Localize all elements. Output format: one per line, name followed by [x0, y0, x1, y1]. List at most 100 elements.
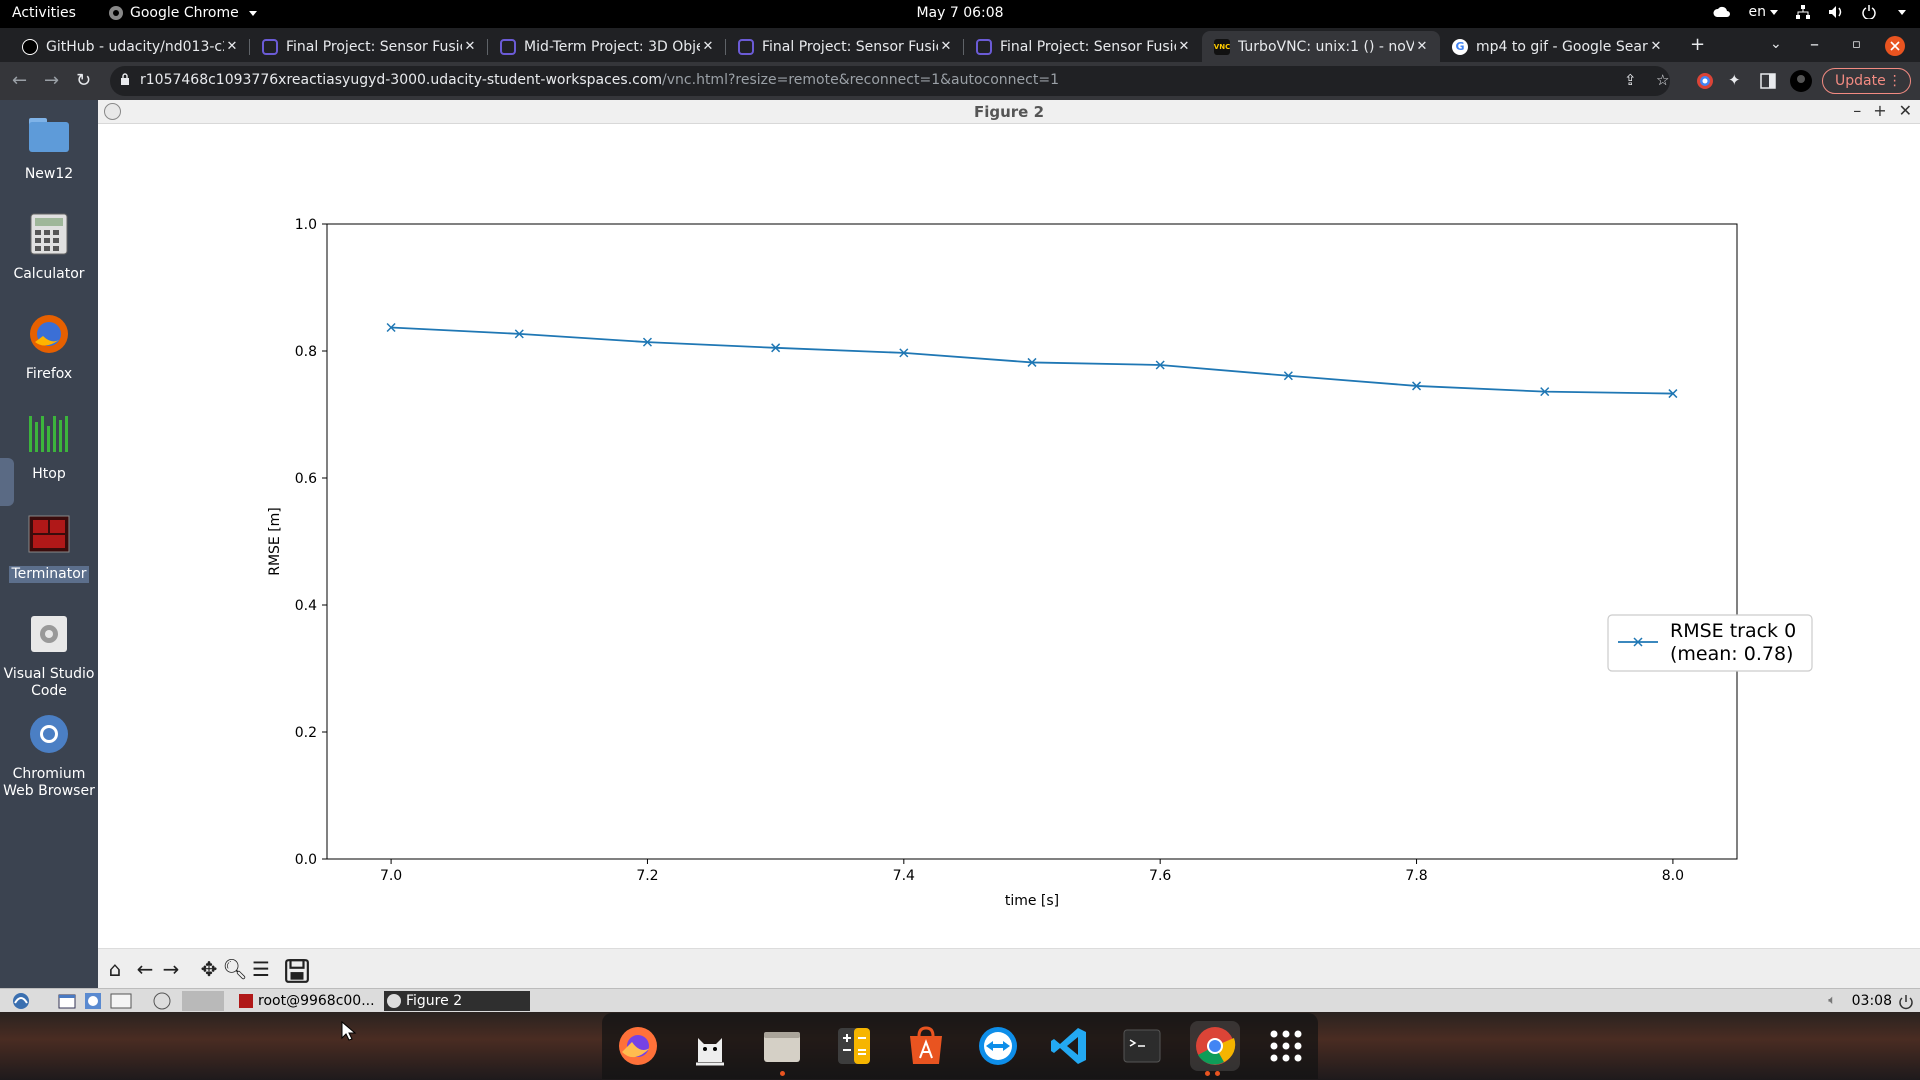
extensions-puzzle-icon[interactable]: ✦: [1728, 71, 1741, 89]
task-terminal[interactable]: root@9968c00...: [236, 991, 376, 1011]
cat-app-icon[interactable]: [688, 1024, 732, 1068]
desktop-icon-chromium[interactable]: Chromium Web Browser: [0, 712, 98, 800]
forward-arrow-icon[interactable]: →: [162, 957, 180, 981]
update-button[interactable]: Update ⋮: [1822, 68, 1911, 94]
maximize-icon[interactable]: +: [1873, 101, 1887, 120]
volume-icon[interactable]: [1828, 5, 1844, 19]
desktop-icon-htop[interactable]: Htop: [0, 412, 98, 483]
data-point-marker: [771, 343, 781, 353]
activities-button[interactable]: Activities: [12, 5, 76, 21]
volume-icon[interactable]: 🔈︎: [1828, 993, 1836, 1008]
calculator-icon[interactable]: [832, 1024, 876, 1068]
app-grid-icon[interactable]: [1264, 1024, 1308, 1068]
files-icon[interactable]: [760, 1024, 804, 1068]
y-tick-label: 0.0: [295, 852, 317, 868]
tab-google-search[interactable]: G mp4 to gif - Google Search ✕: [1440, 31, 1674, 62]
terminal-icon[interactable]: [1120, 1024, 1164, 1068]
desktop-icon-label: Terminator: [9, 566, 89, 583]
y-tick-label: 0.4: [295, 598, 317, 614]
share-icon[interactable]: ⇪: [1624, 71, 1637, 89]
desktop-icon-calculator[interactable]: Calculator: [0, 212, 98, 283]
y-axis-label: RMSE [m]: [267, 507, 283, 576]
back-arrow-icon[interactable]: ←: [136, 957, 154, 981]
reload-icon[interactable]: ↻: [76, 70, 92, 91]
language-indicator[interactable]: en: [1749, 4, 1778, 20]
app-menu[interactable]: Google Chrome: [108, 5, 257, 21]
extension-colorful-icon[interactable]: [1696, 72, 1714, 90]
close-icon[interactable]: ✕: [1416, 39, 1428, 54]
desktop-icon-firefox[interactable]: Firefox: [0, 312, 98, 383]
tab-turbovnc[interactable]: VNC TurboVNC: unix:1 () - noVNC ✕: [1202, 31, 1440, 62]
x-tick-label: 8.0: [1662, 868, 1684, 884]
start-menu-icon[interactable]: [10, 991, 32, 1011]
pager-desktop[interactable]: [182, 991, 224, 1011]
tab-final-project-2[interactable]: Final Project: Sensor Fusion ✕: [726, 31, 964, 62]
chevron-down-icon[interactable]: [1898, 9, 1906, 15]
configure-subplots-icon[interactable]: ☰: [252, 957, 270, 981]
matplotlib-launcher-icon[interactable]: [152, 991, 172, 1011]
close-icon[interactable]: ✕: [1178, 39, 1190, 54]
data-point-marker: [899, 348, 909, 358]
tab-mid-term-project[interactable]: Mid-Term Project: 3D Obje ✕: [488, 31, 726, 62]
new-tab-icon[interactable]: +: [1690, 34, 1706, 55]
chrome-dock-item[interactable]: [1190, 1021, 1240, 1071]
desktop-icon-label: Chromium Web Browser: [3, 766, 95, 799]
clock[interactable]: May 7 06:08: [916, 5, 1004, 21]
system-tray[interactable]: en: [1712, 4, 1906, 20]
chevron-down-icon[interactable]: ⌄: [1770, 36, 1782, 52]
close-icon[interactable]: ✕: [1650, 39, 1662, 54]
close-icon[interactable]: ✕: [1898, 101, 1912, 120]
home-icon[interactable]: ⌂: [108, 957, 122, 981]
network-icon[interactable]: [1796, 5, 1810, 19]
minimize-icon[interactable]: –: [1853, 101, 1862, 120]
close-icon[interactable]: ✕: [702, 39, 714, 54]
teamviewer-icon[interactable]: [976, 1024, 1020, 1068]
side-drawer-handle[interactable]: [0, 458, 14, 506]
panel-clock[interactable]: 03:08: [1851, 993, 1892, 1009]
firefox-icon[interactable]: [616, 1024, 660, 1068]
data-point-marker: [514, 329, 524, 339]
show-desktop-icon[interactable]: [110, 991, 132, 1011]
close-icon[interactable]: ✕: [226, 39, 238, 54]
restore-icon[interactable]: ▫: [1852, 37, 1861, 52]
terminator-icon: [28, 515, 70, 553]
running-indicator: [1205, 1071, 1210, 1076]
browser-tab-strip: GitHub - udacity/nd013-c2 ✕ Final Projec…: [0, 28, 1920, 62]
task-figure-2[interactable]: Figure 2: [384, 991, 530, 1011]
figure-window: Figure 2 – + ✕ 7.0 7.2 7.4 7.6 7.8 8.0 0.0 0.2…: [98, 100, 1920, 988]
zoom-icon[interactable]: 🔍︎: [222, 957, 248, 981]
close-icon[interactable]: ✕: [940, 39, 952, 54]
desktop-icon-terminator[interactable]: Terminator: [0, 512, 98, 583]
vscode-icon: [31, 616, 67, 652]
file-manager-icon[interactable]: [58, 991, 76, 1011]
bookmark-star-icon[interactable]: ☆: [1656, 71, 1670, 89]
desktop-icon-vscode[interactable]: Visual Studio Code: [0, 612, 98, 700]
side-panel-icon[interactable]: [1760, 73, 1776, 89]
pan-icon[interactable]: ✥: [200, 957, 218, 981]
close-icon[interactable]: ✕: [464, 39, 476, 54]
minimize-icon[interactable]: –: [1810, 34, 1819, 55]
vscode-icon[interactable]: [1048, 1024, 1092, 1068]
browser-launcher-icon[interactable]: [84, 991, 102, 1011]
cloud-icon[interactable]: [1712, 6, 1731, 18]
profile-avatar[interactable]: [1790, 70, 1812, 92]
desktop-icon-label: Firefox: [25, 366, 73, 382]
legend-entry-line-2: (mean: 0.78): [1670, 643, 1793, 665]
github-icon: [22, 38, 38, 55]
figure-titlebar[interactable]: Figure 2 – + ✕: [98, 100, 1920, 124]
save-icon[interactable]: [284, 958, 310, 984]
tab-final-project-1[interactable]: Final Project: Sensor Fusion ✕: [250, 31, 488, 62]
tab-final-project-3[interactable]: Final Project: Sensor Fusion ✕: [964, 31, 1202, 62]
lock-icon[interactable]: [120, 73, 130, 85]
data-point-marker: [1540, 387, 1550, 397]
calculator-icon: [30, 213, 68, 255]
back-icon[interactable]: ←: [12, 70, 28, 91]
tab-github[interactable]: GitHub - udacity/nd013-c2 ✕: [10, 31, 250, 62]
window-close-icon[interactable]: [1885, 36, 1905, 56]
software-store-icon[interactable]: [904, 1024, 948, 1068]
desktop-icon-new12[interactable]: New12: [0, 112, 98, 183]
address-bar[interactable]: r1057468c1093776xreactiasyugyd-3000.udac…: [110, 66, 1670, 96]
forward-icon[interactable]: →: [44, 70, 60, 91]
power-icon[interactable]: [1898, 992, 1914, 1012]
power-icon[interactable]: [1862, 5, 1876, 19]
